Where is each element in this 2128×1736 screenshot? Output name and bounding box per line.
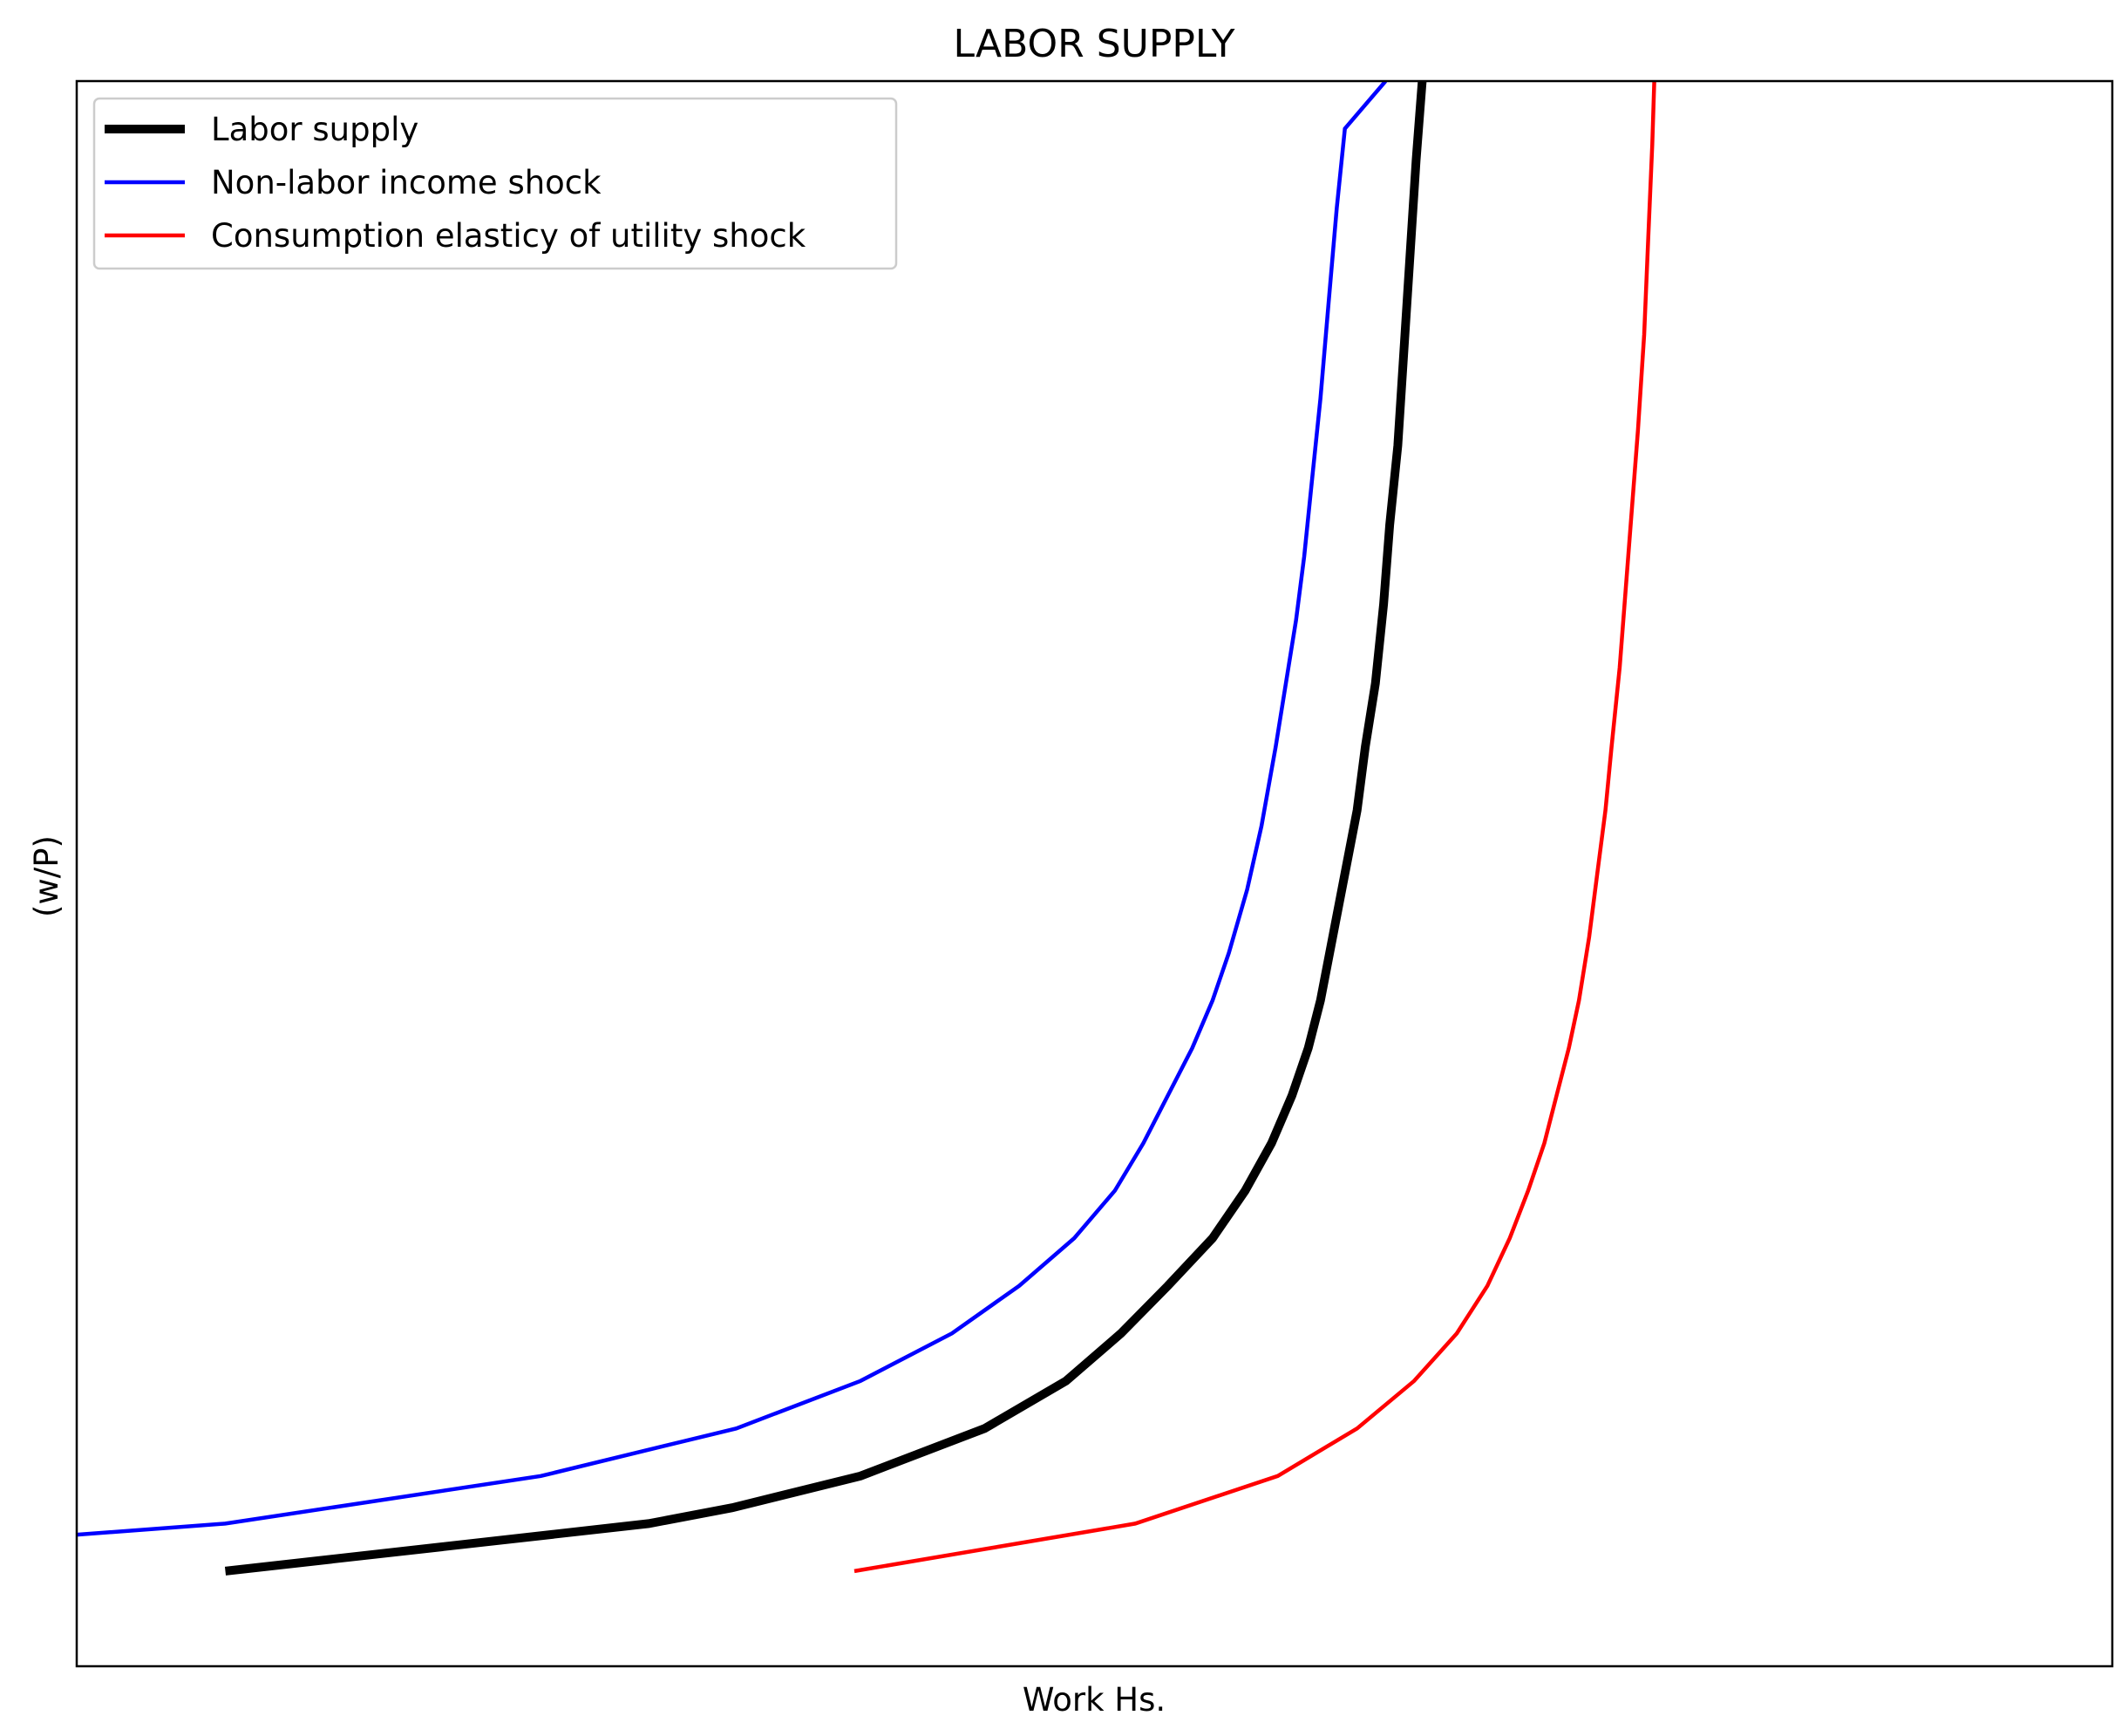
x-axis-label: Work Hs. <box>1023 1681 1166 1719</box>
legend: Labor supply Non-labor income shock Consum… <box>92 97 898 270</box>
y-axis-label: (w/P) <box>28 835 65 917</box>
legend-label-3: Consumption elasticy of utility shock <box>211 217 806 255</box>
series-line-3 <box>853 81 1656 1574</box>
legend-entries: Labor supply Non-labor income shock Consum… <box>105 111 806 255</box>
legend-label-1: Labor supply <box>211 111 418 148</box>
series-line-2 <box>77 81 1388 1537</box>
plot-area <box>75 79 2114 1668</box>
legend-label-2: Non-labor income shock <box>211 164 602 201</box>
plot-frame <box>75 79 2114 1668</box>
series-line-1 <box>224 81 1427 1576</box>
chart-title: LABOR SUPPLY <box>954 22 1235 66</box>
legend-box <box>92 97 898 270</box>
series-group <box>77 81 1656 1576</box>
